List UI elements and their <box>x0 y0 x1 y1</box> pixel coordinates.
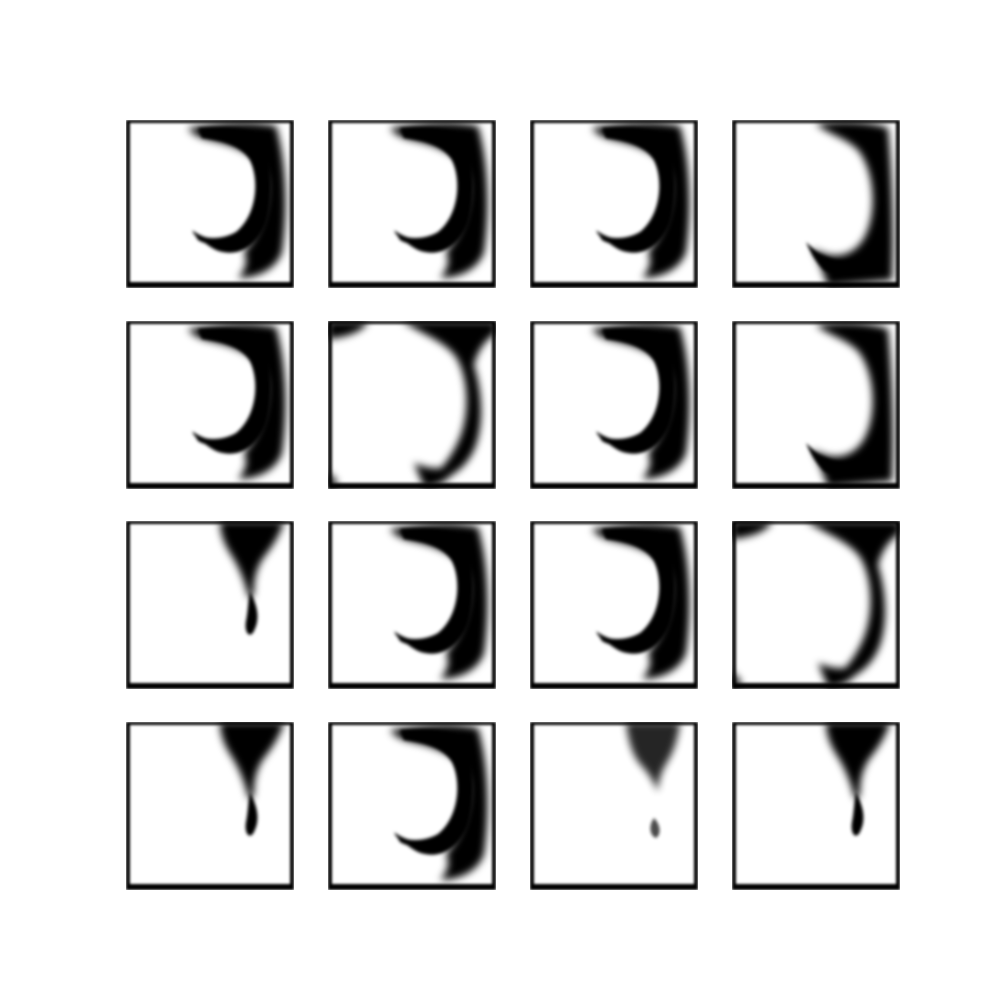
sample-tile <box>530 722 698 890</box>
sample-tile <box>328 120 496 288</box>
sample-image <box>530 722 698 890</box>
sample-tile <box>126 120 294 288</box>
sample-tile <box>126 321 294 489</box>
sample-image <box>732 120 900 288</box>
sample-tile <box>328 521 496 689</box>
sample-tile <box>328 722 496 890</box>
sample-tile <box>126 722 294 890</box>
sample-tile <box>732 120 900 288</box>
sample-image <box>530 120 698 288</box>
sample-tile <box>732 521 900 689</box>
sample-image <box>530 521 698 689</box>
sample-image <box>328 120 496 288</box>
sample-tile <box>328 321 496 489</box>
sample-image <box>732 722 900 890</box>
sample-tile <box>530 521 698 689</box>
sample-tile <box>732 722 900 890</box>
sample-tile <box>530 321 698 489</box>
sample-image <box>732 521 900 689</box>
sample-tile <box>530 120 698 288</box>
sample-tile <box>126 521 294 689</box>
sample-image <box>126 722 294 890</box>
sample-image <box>530 321 698 489</box>
sample-image <box>732 321 900 489</box>
sample-image <box>328 521 496 689</box>
sample-image <box>328 321 496 489</box>
sample-image <box>126 321 294 489</box>
sample-image <box>328 722 496 890</box>
sample-tile <box>732 321 900 489</box>
sample-image <box>126 521 294 689</box>
sample-image <box>126 120 294 288</box>
